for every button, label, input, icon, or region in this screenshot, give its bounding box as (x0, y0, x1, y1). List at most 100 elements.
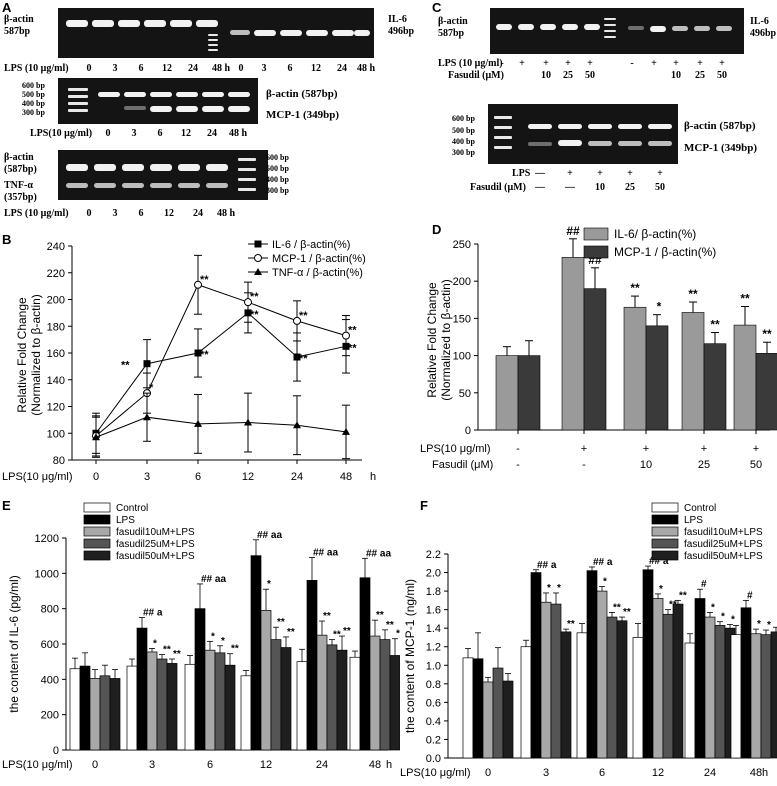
chart-e-bar (214, 652, 226, 751)
chart-b-sig-label: ** (299, 353, 308, 365)
chart-d-row-value: + (753, 443, 759, 455)
gel-c2-ladder-3: 300 bp (452, 148, 475, 157)
gel-c2-row2-prefix: Fasudil (μM) (470, 182, 526, 193)
chart-f-sig-label: ** (567, 619, 575, 630)
gel-a3-lane-label: 6 (138, 208, 144, 219)
gel-a1-lane-label: 12 (311, 63, 321, 74)
chart-b-legend-label: MCP-1 / β-actin(%) (272, 253, 366, 265)
gel-a3-ladder-2: 400 bp (266, 175, 289, 184)
chart-d-row-value: 10 (640, 459, 652, 471)
chart-f-bar (560, 631, 572, 759)
chart-d-row-value: 25 (698, 459, 710, 471)
gel-c1-fasudil-dose: 10 (671, 70, 681, 81)
chart-b-sig-label: ** (200, 349, 209, 361)
chart-f-sig-label: ** (613, 602, 621, 613)
chart-b-point (143, 360, 151, 368)
chart-f-y-tick-label: 1.2 (426, 642, 441, 654)
gel-a3-ladder-1: 500 bp (266, 164, 289, 173)
chart-d-bar (681, 312, 705, 431)
chart-f-legend-swatch (651, 538, 679, 549)
chart-d-y-axis-label: Relative Fold Change(Normalized to β-act… (425, 279, 453, 401)
gel-a1-right-label: IL-6 496bp (388, 14, 415, 37)
panel-label-f: F (420, 498, 428, 513)
chart-d-legend-label: IL-6/ β-actin(%) (614, 227, 696, 241)
panel-label-b: B (2, 232, 12, 247)
gel-c1-fasudil-dose: 10 (541, 70, 551, 81)
chart-e-bar (326, 644, 338, 751)
chart-d-bar (623, 306, 647, 431)
chart-f-legend-swatch (651, 502, 679, 513)
chart-f-bar (586, 570, 598, 759)
gel-a1-lane-label: 3 (261, 63, 267, 74)
chart-e-bar (79, 665, 91, 751)
chart-d-y-tick-label: 100 (453, 351, 471, 363)
chart-b-sig-label: ** (121, 360, 130, 372)
chart-f-legend-label: LPS (684, 515, 703, 526)
chart-b-y-tick-label: 120 (47, 402, 65, 414)
chart-b-point (293, 316, 301, 325)
chart-b-x-tick-label: 24 (291, 471, 303, 483)
chart-e-sig-label: * (211, 631, 215, 642)
chart-f-bar (502, 680, 514, 759)
chart-f-x-tick-label: 24 (704, 767, 716, 779)
gel-a1-lane-label: 24 (337, 63, 347, 74)
chart-b-x-tick-label: 3 (144, 471, 150, 483)
chart-e-x-tick-label: 6 (207, 759, 213, 771)
gel-c2-lps-sign: — (535, 168, 545, 179)
chart-e-bar (359, 577, 371, 751)
gel-c2-lps-sign: + (597, 168, 603, 179)
gel-a2-lane-label: 24 (207, 128, 217, 139)
chart-e-bar (204, 649, 216, 751)
gel-a2-right-bottom: MCP-1 (349bp) (266, 109, 340, 121)
gel-a1-row-prefix: LPS (10 μg/ml) (4, 63, 69, 74)
chart-d-bar (755, 353, 777, 431)
gel-a3-row-prefix: LPS (10 μg/ml) (4, 208, 69, 219)
gel-c1-fasudil-dose: 50 (585, 70, 595, 81)
chart-f-bar (492, 667, 504, 759)
chart-d-legend-swatch (583, 227, 609, 241)
chart-f-sig-label: ## a (649, 556, 669, 567)
gel-a3-lane-label: 48 h (216, 208, 236, 219)
chart-b-legend-marker (254, 240, 262, 248)
chart-e-bar (336, 649, 348, 751)
chart-e-bar (69, 668, 81, 751)
chart-f-x-tick-label: 3 (543, 767, 549, 779)
chart-e-bar: 0 200 400 600 800 1000 1200 the content of IL-6… (2, 502, 400, 771)
chart-e-bar (89, 678, 101, 751)
chart-f-bar (760, 634, 772, 759)
chart-f-sig-label: * (757, 619, 761, 630)
chart-f-sig-label: * (767, 620, 771, 631)
chart-f-y-tick-label: 0.2 (426, 734, 441, 746)
gel-c2-right-bottom: MCP-1 (349bp) (684, 142, 758, 154)
chart-b-y-tick-label: 140 (47, 375, 65, 387)
chart-f-legend-label: fasudil25uM+LPS (684, 539, 763, 550)
chart-b-point (194, 419, 202, 427)
chart-b-x-tick-label: 48 (340, 471, 352, 483)
chart-e-sig-label: ** (333, 630, 341, 641)
chart-e-sig-label: ** (173, 649, 181, 660)
chart-e-x-unit: h (386, 759, 392, 771)
gel-c1-left-label: β-actin 587bp (438, 16, 468, 39)
chart-b-y-tick-label: 240 (47, 241, 65, 253)
gel-a1-lane-label: 6 (287, 63, 293, 74)
chart-b-y-tick-label: 100 (47, 428, 65, 440)
gel-a3-lane-label: 3 (112, 208, 118, 219)
chart-f-sig-label: * (659, 584, 663, 595)
chart-b-y-tick-label: 220 (47, 268, 65, 280)
chart-f-sig-label: * (547, 583, 551, 594)
chart-b-x-tick-label: 0 (93, 471, 99, 483)
chart-b-y-tick-label: 80 (53, 455, 65, 467)
chart-d-row-value: + (581, 443, 587, 455)
chart-f-x-tick-label: 12 (652, 767, 664, 779)
gel-a2-ladder-2: 400 bp (22, 99, 45, 108)
chart-f-x-tick-label: 6 (599, 767, 605, 779)
chart-b-legend-label: IL-6 / β-actin(%) (272, 239, 350, 251)
gel-c2-fasudil-dose: 10 (595, 182, 605, 193)
chart-f-bar (472, 658, 484, 759)
chart-d-sig-label: * (657, 300, 662, 314)
panel-label-e: E (2, 498, 11, 513)
chart-e-x-tick-label: 24 (316, 759, 328, 771)
chart-e-bar (369, 635, 381, 751)
chart-e-bar (306, 580, 318, 751)
